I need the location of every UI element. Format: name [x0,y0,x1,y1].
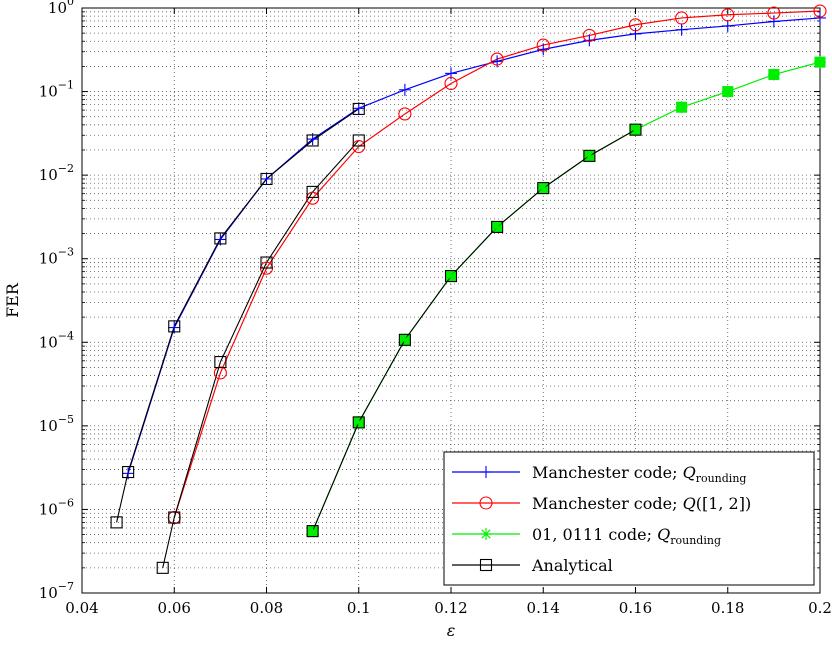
data-point [306,191,320,205]
x-tick-label: 0.12 [434,599,467,617]
legend-label: Analytical [531,556,613,575]
x-tick-label: 0.16 [619,599,652,617]
data-point [767,6,781,20]
x-tick-label: 0.14 [527,599,560,617]
data-point [814,56,826,69]
legend-entry: 01, 0111 code; Qrounding [452,525,721,547]
data-point [110,516,123,529]
legend-entry: Manchester code; Qrounding [452,463,746,485]
markers-analytical [110,102,642,574]
data-point [814,11,826,24]
legend: Manchester code; Qrounding Manchester cod… [443,451,815,586]
data-point [629,27,642,40]
analytical-line [116,108,360,523]
data-point [168,511,181,524]
data-point [490,52,504,66]
legend-box [443,451,815,586]
legend-entry: Analytical [452,556,613,575]
data-point [306,185,319,198]
y-tick-label: 10−3 [39,246,74,268]
data-point [260,256,273,269]
data-point [352,102,365,115]
data-point [352,416,365,429]
data-point [156,561,169,574]
data-point [675,23,688,36]
data-point [213,366,227,380]
series-line [127,17,821,474]
legend-label: Manchester code; Q([1, 2]) [532,494,751,513]
y-tick-label: 100 [48,0,74,17]
data-point [767,15,780,28]
data-point [214,356,227,369]
axes: 0.04 0.06 0.08 0.1 0.12 0.14 0.16 0.18 0.2 10−7 10… [39,0,832,617]
data-point [260,172,273,186]
data-point [306,134,319,147]
y-tick-label: 10−5 [39,413,74,435]
data-point [721,19,734,32]
x-tick-label: 0.08 [250,599,283,617]
data-point [813,4,827,18]
data-point [583,149,596,162]
legend-marker [480,528,492,540]
data-point [675,11,689,25]
data-point [537,182,550,195]
legend-marker [479,558,493,572]
data-point [214,232,227,245]
y-tick-label: 10−7 [39,580,74,602]
markers-circle [167,4,827,525]
data-point [260,172,273,185]
data-point [122,466,135,479]
data-point [582,28,596,42]
data-point [444,76,458,91]
data-point [398,333,411,346]
data-point [491,220,504,233]
data-point [352,102,365,115]
legend-marker [480,466,492,478]
data-point [537,182,550,195]
analytical-line [312,129,636,532]
legend-label: Manchester code; Qrounding [532,463,746,485]
data-point [398,107,412,121]
series-layer [110,4,827,574]
data-point [675,101,688,114]
data-point [629,123,642,136]
markers-star [306,56,826,538]
x-tick-label: 0.2 [808,599,832,617]
y-tick-label: 10−2 [39,162,74,184]
data-point [721,8,735,22]
y-axis-title: FER [3,282,22,318]
markers-plus [122,11,826,480]
data-point [583,149,596,162]
data-point [491,220,504,233]
analytical-line [162,140,360,568]
y-tick-label: 10−4 [39,329,74,351]
data-point [444,270,458,283]
y-tick-label: 10−1 [39,79,74,101]
legend-label: 01, 0111 code; Qrounding [532,525,721,547]
x-tick-label: 0.18 [711,599,744,617]
x-axis-title: ε [447,621,456,640]
data-point [306,525,319,538]
data-point [398,83,411,96]
data-point [629,123,642,136]
series-0 [127,17,821,474]
data-point [352,416,365,429]
data-point [352,139,366,154]
data-point [767,68,780,81]
data-point [398,333,411,346]
x-tick-label: 0.04 [65,599,98,617]
x-tick-label: 0.1 [347,599,371,617]
legend-entry: Manchester code; Q([1, 2]) [452,494,751,513]
data-point [306,525,319,538]
legend-marker [479,496,493,510]
data-point [628,18,643,32]
data-point [168,320,181,333]
data-point [536,38,550,52]
x-tick-label: 0.06 [158,599,191,617]
data-point [445,270,457,283]
data-point [721,85,734,98]
data-point [352,134,365,147]
y-tick-label: 10−6 [39,496,74,518]
